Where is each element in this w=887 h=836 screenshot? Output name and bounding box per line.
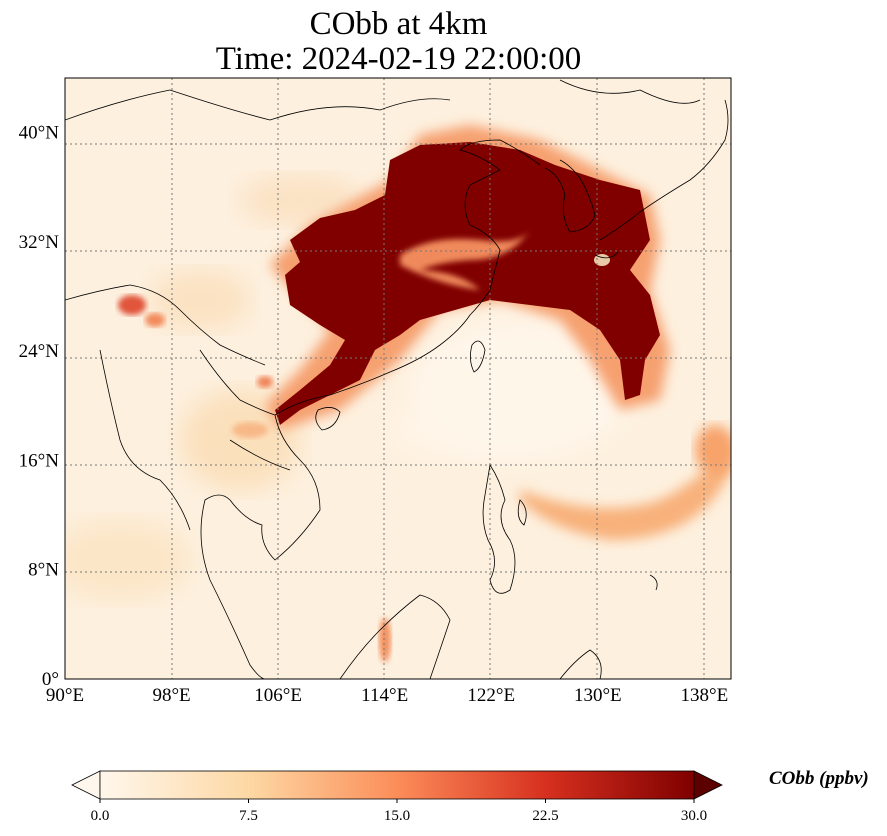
title-line-1: CObb at 4km	[309, 6, 488, 42]
colorbar-tick-label: 22.5	[532, 808, 558, 824]
title-line-2: Time: 2024-02-19 22:00:00	[215, 41, 582, 77]
colorbar-gradient	[99, 770, 695, 800]
colorbar-tick-label: 0.0	[91, 808, 110, 824]
colorbar-tick-label: 7.5	[239, 808, 258, 824]
lat-tick-label: 8°N	[28, 560, 59, 581]
lat-tick-label: 16°N	[19, 450, 60, 471]
lon-tick-labels: 90°E 98°E 106°E 114°E 122°E 130°E 138°E	[46, 685, 728, 706]
lat-tick-label: 0°	[42, 669, 59, 690]
concentration-field	[65, 125, 731, 662]
colorbar: 0.0 7.5 15.0 22.5 30.0	[71, 770, 723, 824]
lat-tick-label: 40°N	[19, 123, 60, 144]
lon-tick-label: 98°E	[152, 685, 190, 706]
lat-tick-label: 24°N	[19, 341, 60, 362]
colorbar-label: CObb (ppbv)	[769, 768, 869, 789]
colorbar-tick-label: 15.0	[384, 808, 410, 824]
lon-tick-label: 90°E	[46, 685, 84, 706]
colorbar-tick-label: 30.0	[681, 808, 707, 824]
colorbar-ticks: 0.0 7.5 15.0 22.5 30.0	[91, 799, 707, 824]
lat-tick-label: 32°N	[19, 232, 60, 253]
gridlines	[65, 78, 731, 679]
colorbar-extend-low	[71, 770, 101, 800]
plume-swirl	[400, 230, 530, 290]
pacific-arc	[520, 430, 731, 540]
lon-tick-label: 106°E	[254, 685, 302, 706]
lon-tick-label: 138°E	[681, 685, 729, 706]
map-panel	[65, 78, 731, 679]
lat-tick-labels: 0° 8°N 16°N 24°N 32°N 40°N	[19, 123, 60, 690]
coastlines	[65, 79, 729, 679]
map-frame	[64, 77, 732, 680]
colorbar-extend-high	[693, 770, 723, 800]
lon-tick-label: 122°E	[467, 685, 515, 706]
lon-tick-label: 130°E	[574, 685, 622, 706]
myanmar-hotspot	[118, 295, 146, 315]
lon-tick-label: 114°E	[361, 685, 408, 706]
